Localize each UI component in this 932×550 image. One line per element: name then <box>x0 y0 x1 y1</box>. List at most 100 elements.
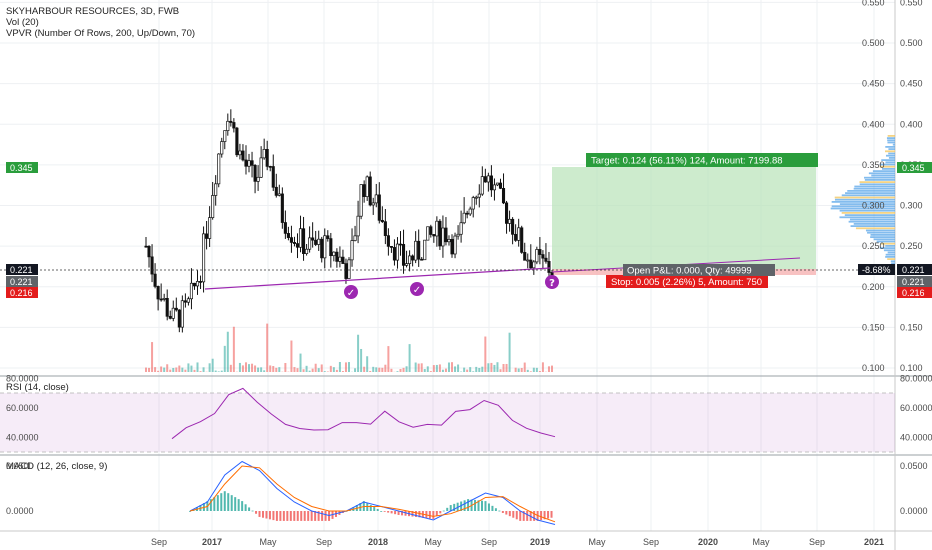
candle-body-115[interactable] <box>492 184 496 191</box>
candle-body-127[interactable] <box>529 259 533 269</box>
candle-body-104[interactable] <box>459 222 463 235</box>
candle-body-85[interactable] <box>401 244 406 266</box>
candle-body-89[interactable] <box>414 240 418 261</box>
candle-body-112[interactable] <box>483 176 487 183</box>
candle-body-23[interactable] <box>214 183 218 196</box>
candle-body-32[interactable] <box>241 150 245 161</box>
candle-body-76[interactable] <box>374 194 378 204</box>
candle-body-66[interactable] <box>344 263 348 279</box>
candle-body-105[interactable] <box>462 212 466 224</box>
candle-body-56[interactable] <box>314 239 318 245</box>
candle-body-83[interactable] <box>395 243 400 261</box>
candle-body-125[interactable] <box>523 252 527 261</box>
candle-body-133[interactable] <box>547 261 551 273</box>
candle-body-67[interactable] <box>347 259 351 279</box>
candle-body-110[interactable] <box>477 193 481 198</box>
candle-body-121[interactable] <box>511 218 515 235</box>
candle-body-59[interactable] <box>323 235 327 259</box>
candle-body-120[interactable] <box>508 218 512 224</box>
candle-body-36[interactable] <box>253 164 257 182</box>
candle-body-97[interactable] <box>438 220 442 247</box>
candle-body-11[interactable] <box>177 309 181 328</box>
macd-signal-line[interactable] <box>189 465 556 523</box>
candle-body-20[interactable] <box>205 233 209 239</box>
candle-body-106[interactable] <box>465 212 469 215</box>
candle-body-45[interactable] <box>280 193 284 223</box>
candle-body-19[interactable] <box>202 233 206 283</box>
candle-body-72[interactable] <box>362 184 366 197</box>
rsi-line[interactable] <box>171 387 556 440</box>
target-zone[interactable] <box>552 167 816 269</box>
price-candles[interactable] <box>144 109 554 333</box>
candle-body-95[interactable] <box>432 234 436 237</box>
candle-body-9[interactable] <box>171 307 175 319</box>
candle-body-13[interactable] <box>183 300 187 303</box>
candle-body-78[interactable] <box>380 219 384 223</box>
candle-body-102[interactable] <box>453 235 457 255</box>
candle-body-88[interactable] <box>411 255 415 261</box>
candle-body-30[interactable] <box>235 127 239 156</box>
candle-body-29[interactable] <box>232 122 236 129</box>
candle-body-75[interactable] <box>371 202 375 206</box>
candle-body-1[interactable] <box>147 246 151 258</box>
candle-body-44[interactable] <box>277 193 281 196</box>
candle-body-84[interactable] <box>398 243 403 246</box>
candle-body-0[interactable] <box>144 245 148 248</box>
candle-body-114[interactable] <box>489 175 493 191</box>
candle-body-25[interactable] <box>220 141 224 155</box>
candle-body-18[interactable] <box>198 281 203 283</box>
candle-body-101[interactable] <box>450 239 454 255</box>
candle-body-42[interactable] <box>271 166 275 188</box>
candle-body-116[interactable] <box>495 182 500 186</box>
candle-body-31[interactable] <box>238 150 242 156</box>
time-axis[interactable]: Sep 2017 May Sep 2018 May Sep 2019 May Sep 2020 May… <box>151 537 884 547</box>
candle-body-21[interactable] <box>208 217 212 239</box>
candle-body-10[interactable] <box>174 307 178 311</box>
candle-body-109[interactable] <box>474 196 478 199</box>
candle-body-79[interactable] <box>383 221 387 236</box>
candle-body-53[interactable] <box>305 248 309 254</box>
candle-body-94[interactable] <box>429 226 433 235</box>
candle-body-63[interactable] <box>335 251 339 262</box>
candle-body-108[interactable] <box>471 197 475 210</box>
candle-body-6[interactable] <box>162 298 166 300</box>
candle-body-130[interactable] <box>538 249 542 255</box>
check-marker-2[interactable]: ✓ <box>410 282 424 296</box>
candle-body-126[interactable] <box>526 259 530 262</box>
candle-body-62[interactable] <box>332 251 336 257</box>
candle-body-113[interactable] <box>486 175 490 183</box>
candle-body-24[interactable] <box>217 153 221 185</box>
candle-body-41[interactable] <box>268 166 272 168</box>
candle-body-54[interactable] <box>308 237 312 250</box>
candle-body-5[interactable] <box>159 298 163 301</box>
candle-body-124[interactable] <box>520 227 524 253</box>
candle-body-119[interactable] <box>505 202 509 224</box>
candle-body-122[interactable] <box>514 233 518 241</box>
candle-body-131[interactable] <box>541 254 545 259</box>
candle-body-98[interactable] <box>441 227 445 247</box>
candle-body-27[interactable] <box>226 120 230 131</box>
candle-body-40[interactable] <box>265 149 269 167</box>
candle-body-99[interactable] <box>444 227 448 243</box>
candle-body-34[interactable] <box>247 160 251 167</box>
candle-body-37[interactable] <box>256 176 260 182</box>
candle-body-48[interactable] <box>289 237 293 243</box>
candle-body-14[interactable] <box>186 298 190 303</box>
candle-body-77[interactable] <box>377 194 381 221</box>
candle-body-70[interactable] <box>356 215 360 237</box>
candle-body-26[interactable] <box>223 130 227 142</box>
candle-body-65[interactable] <box>341 256 345 264</box>
candle-body-47[interactable] <box>286 233 290 238</box>
candle-body-93[interactable] <box>426 226 430 241</box>
candle-body-12[interactable] <box>180 300 184 328</box>
target-label-bg[interactable] <box>586 153 818 167</box>
candle-body-39[interactable] <box>262 149 266 159</box>
candle-body-49[interactable] <box>292 242 297 244</box>
candle-body-80[interactable] <box>386 235 390 247</box>
candle-body-74[interactable] <box>368 176 372 206</box>
candle-body-73[interactable] <box>365 176 369 197</box>
stop-label-bg[interactable] <box>606 275 768 288</box>
candle-body-68[interactable] <box>350 240 354 261</box>
candle-body-38[interactable] <box>259 157 263 178</box>
candle-body-15[interactable] <box>189 282 193 300</box>
